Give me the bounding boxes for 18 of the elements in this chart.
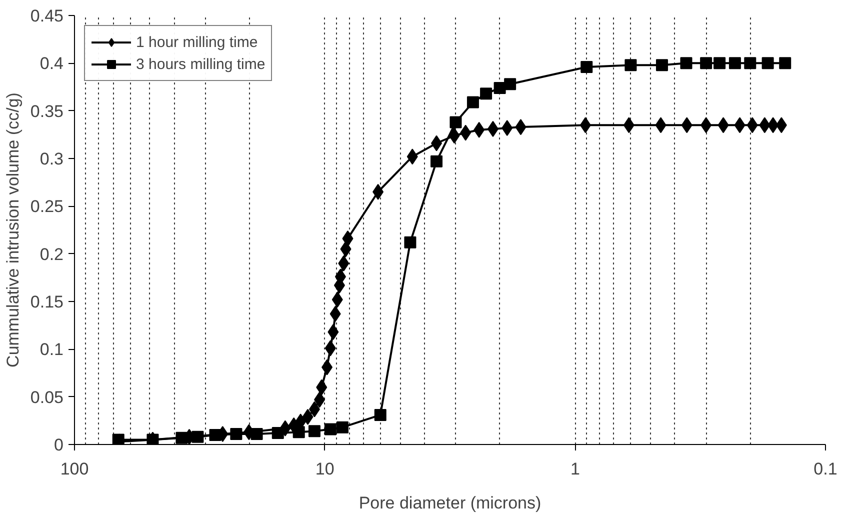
- y-tick-label: 0.3: [40, 150, 64, 168]
- y-tick-label: 0.1: [40, 340, 64, 360]
- y-tick-label: 0.45: [30, 6, 64, 26]
- y-tick-label: 0.05: [30, 388, 64, 407]
- y-tick-label: 0: [54, 436, 64, 454]
- y-tick-label: 0.4: [40, 54, 64, 74]
- y-tick-label: 0.15: [30, 292, 64, 312]
- y-axis-title: Cummulative intrusion volume (cc/g): [3, 92, 22, 368]
- x-tick-label: 10: [315, 460, 334, 478]
- y-tick-label: 0.25: [30, 197, 64, 216]
- x-tick-label: 0.1: [814, 460, 838, 478]
- legend-label: 1 hour milling time: [136, 34, 258, 50]
- x-tick-label: 100: [60, 460, 89, 478]
- legend-label: 3 hours milling time: [136, 56, 266, 72]
- y-tick-label: 0.2: [40, 244, 64, 264]
- x-tick-label: 1: [570, 460, 580, 478]
- y-tick-label: 0.35: [30, 102, 64, 121]
- x-axis-title: Pore diameter (microns): [358, 494, 542, 512]
